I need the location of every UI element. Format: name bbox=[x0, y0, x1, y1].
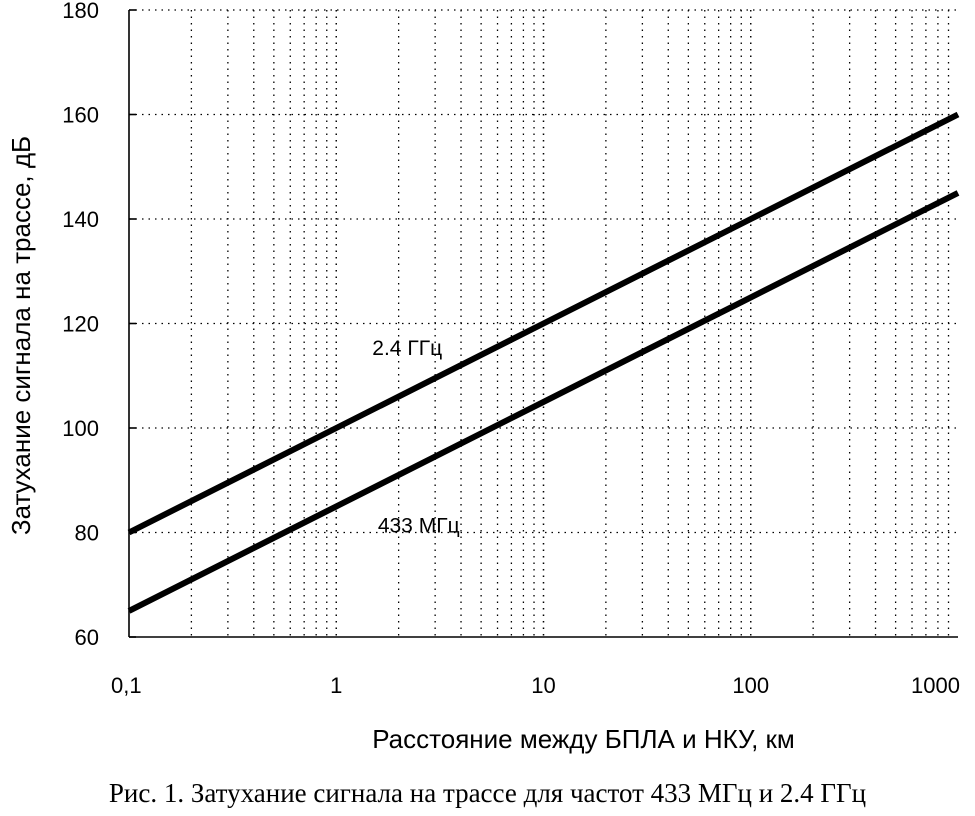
x-tick-label: 1 bbox=[330, 673, 342, 698]
y-tick-label: 100 bbox=[62, 416, 99, 441]
series-label: 2.4 ГГц bbox=[372, 337, 442, 360]
y-tick-label: 180 bbox=[62, 0, 99, 23]
series-label: 433 МГц bbox=[378, 515, 460, 538]
series-line bbox=[127, 190, 960, 614]
y-tick-label: 160 bbox=[62, 103, 99, 128]
y-axis-title: Затухание сигнала на трассе, дБ bbox=[6, 136, 36, 535]
series-labels: 2.4 ГГц 433 МГц bbox=[372, 337, 459, 538]
y-tick-label: 80 bbox=[75, 521, 99, 546]
series-line bbox=[127, 111, 960, 536]
x-tick-label: 10 bbox=[531, 673, 555, 698]
series-lines bbox=[127, 111, 960, 614]
tick-labels: 0,1 1 10 100 1000 60 80 100 120 140 160 180 bbox=[62, 0, 960, 698]
figure-caption: Рис. 1. Затухание сигнала на трассе для … bbox=[108, 778, 867, 808]
x-tick-label: 1000 bbox=[911, 673, 960, 698]
x-tick-label: 0,1 bbox=[111, 673, 142, 698]
x-tick-label: 100 bbox=[732, 673, 769, 698]
y-tick-label: 60 bbox=[75, 625, 99, 650]
y-tick-label: 120 bbox=[62, 312, 99, 337]
x-axis-title: Расстояние между БПЛА и НКУ, км bbox=[372, 724, 795, 754]
y-tick-label: 140 bbox=[62, 207, 99, 232]
